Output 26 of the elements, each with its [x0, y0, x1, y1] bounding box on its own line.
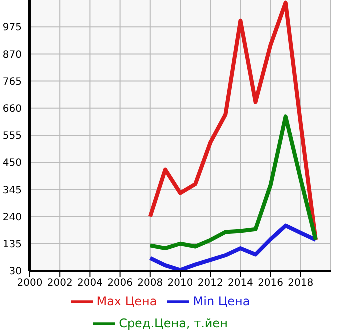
y-tick-label: 135 — [2, 239, 22, 250]
legend-label: Max Цена — [96, 294, 158, 308]
x-tick-label: 2010 — [168, 278, 194, 290]
x-tick-label: 2008 — [138, 278, 164, 290]
y-tick-label: 660 — [2, 104, 22, 115]
legend-label: Min Цена — [193, 294, 250, 308]
line-series — [148, 114, 318, 251]
y-tick-label: 765 — [2, 76, 22, 88]
x-tick-label: 2004 — [77, 278, 103, 290]
x-tick-label: 2012 — [198, 278, 224, 290]
x-tick-label: 2006 — [108, 278, 134, 290]
y-tick-label: 975 — [2, 22, 22, 34]
y-tick-label: 870 — [2, 50, 22, 61]
y-tick-label: 555 — [2, 131, 22, 142]
y-tick-label: 30 — [9, 266, 22, 278]
legend-label: Сред.Цена, т.йен — [119, 316, 228, 330]
x-tick-label: 2018 — [288, 278, 314, 290]
x-tick-label: 2016 — [258, 278, 284, 290]
x-tick-label: 2000 — [17, 278, 43, 290]
line-series — [148, 0, 318, 242]
y-tick-label: 240 — [2, 212, 22, 224]
x-tick-label: 2002 — [47, 278, 73, 290]
y-tick-label: 345 — [2, 185, 22, 196]
x-tick-label: 2014 — [228, 278, 254, 290]
y-tick-label: 450 — [2, 158, 22, 170]
line-series — [148, 224, 318, 271]
